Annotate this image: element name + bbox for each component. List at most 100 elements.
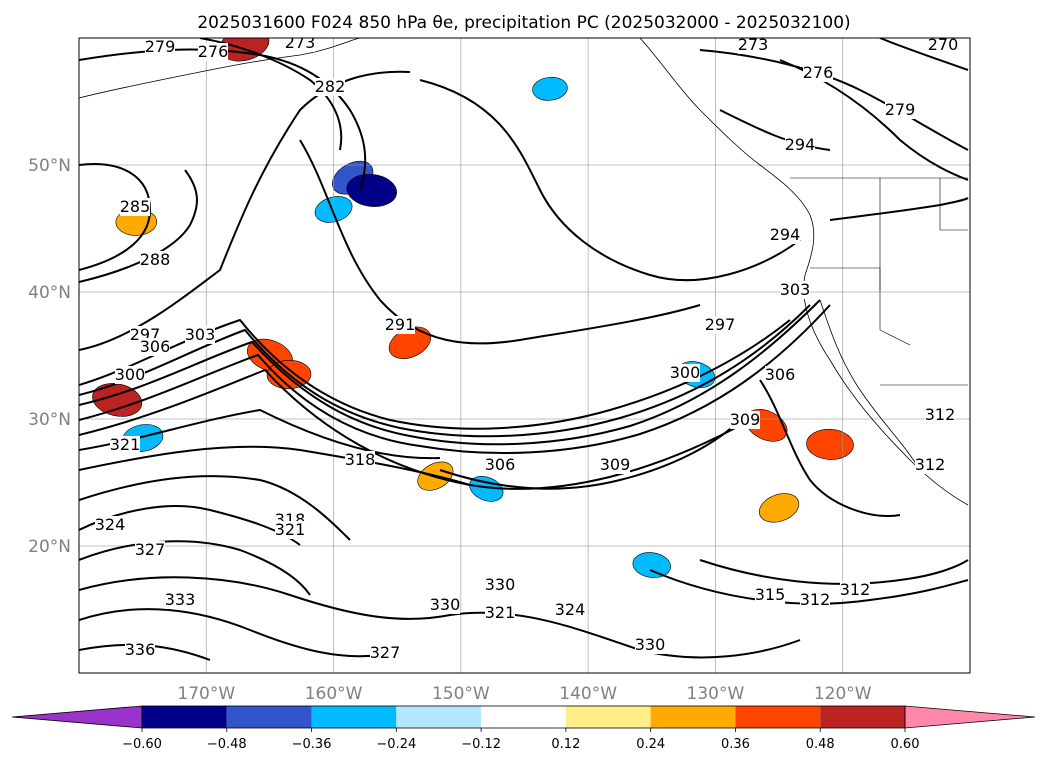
contour-label-bg <box>555 601 585 619</box>
contour-label: 309 <box>730 410 761 429</box>
contour-333 <box>79 608 381 658</box>
contour-label: 276 <box>803 63 834 82</box>
precip-cell <box>92 383 143 417</box>
contour-label: 312 <box>915 455 946 474</box>
lon-label: 150°W <box>432 684 490 704</box>
contour-label: 303 <box>780 280 811 299</box>
colorbar-tick-label: 0.24 <box>636 737 665 752</box>
contour-label: 321 <box>110 435 141 454</box>
contour-label-bg <box>110 436 140 454</box>
colorbar-frame <box>141 705 906 729</box>
contour-297 <box>79 70 411 351</box>
colorbar-tick-label: −0.36 <box>292 737 332 752</box>
contour-label-bg <box>780 281 810 299</box>
contour-label-bg <box>140 338 170 356</box>
contour-label: 330 <box>430 595 461 614</box>
contour-label-bg <box>165 591 195 609</box>
coastlines <box>79 38 969 506</box>
contour-label-bg <box>95 516 125 534</box>
contour-label-bg <box>785 136 815 154</box>
contour-327 <box>79 540 311 596</box>
contour-label: 330 <box>485 575 516 594</box>
contour-label: 300 <box>115 365 146 384</box>
colorbar-tick-label: −0.48 <box>207 737 247 752</box>
contour-label: 288 <box>140 250 171 269</box>
contour-label: 282 <box>315 77 346 96</box>
contour-label: 327 <box>370 643 401 662</box>
colorbar-tick-label: −0.24 <box>376 737 416 752</box>
contour-291 <box>299 139 701 345</box>
contour-label: 279 <box>145 37 176 56</box>
contour-303 <box>79 304 811 438</box>
contour-label-bg <box>765 366 795 384</box>
contour-label: 327 <box>135 540 166 559</box>
contour-label: 333 <box>165 590 196 609</box>
contour-273 <box>699 49 969 151</box>
contour-label-bg <box>285 38 315 52</box>
precip-cell <box>469 476 504 502</box>
lon-label: 130°W <box>687 684 745 704</box>
colorbar <box>11 705 1036 729</box>
contour-label: 300 <box>670 363 701 382</box>
contour-306 <box>79 299 821 446</box>
contour-label: 324 <box>555 600 586 619</box>
contour-label-bg <box>928 38 958 54</box>
contour-label: 315 <box>755 585 786 604</box>
colorbar-tick-label: 0.12 <box>551 737 580 752</box>
lat-label: 40°N <box>28 283 71 303</box>
contour-label-bg <box>198 43 228 61</box>
contour-label-bg <box>670 364 700 382</box>
colorbar-segment <box>142 706 227 728</box>
contour-label: 321 <box>275 520 306 539</box>
contour-312-b <box>699 559 969 585</box>
contour-label-bg <box>803 64 833 82</box>
colorbar-segment <box>311 706 397 728</box>
contour-270 <box>879 38 969 71</box>
contour-309 <box>79 304 831 455</box>
contour-label: 306 <box>765 365 796 384</box>
colorbar-segment <box>650 706 736 728</box>
contour-labels: 279 276 273 273 270 276 279 282 285 288 291 294 294 2… <box>95 33 958 662</box>
contour-label: 312 <box>800 590 831 609</box>
map-frame <box>78 37 971 674</box>
colorbar-segment <box>820 706 905 728</box>
lat-label: 20°N <box>28 537 71 557</box>
border-canada <box>939 178 968 231</box>
contour-label-bg <box>485 604 515 622</box>
colorbar-tick-label: −0.12 <box>461 737 501 752</box>
contour-label-bg <box>120 198 150 216</box>
colorbar-segment <box>481 706 566 728</box>
contour-label: 306 <box>485 455 516 474</box>
contour-label-bg <box>140 251 170 269</box>
contour-label: 273 <box>738 35 769 54</box>
contour-label: 303 <box>185 325 216 344</box>
contour-label-bg <box>345 451 375 469</box>
contour-label-bg <box>755 586 785 604</box>
contour-label: 276 <box>198 42 229 61</box>
contour-label-bg <box>125 641 155 659</box>
contour-label: 336 <box>125 640 156 659</box>
contour-label: 291 <box>385 315 416 334</box>
contour-288 <box>79 169 198 283</box>
contour-label-bg <box>770 226 800 244</box>
contour-label-bg <box>600 456 630 474</box>
contour-label-bg <box>800 591 830 609</box>
contour-label-bg <box>185 326 215 344</box>
contour-label-bg <box>145 38 175 56</box>
colorbar-segment <box>226 706 312 728</box>
latitude-labels: 50°N 40°N 30°N 20°N <box>28 156 71 557</box>
lon-label: 160°W <box>305 684 363 704</box>
precip-cell <box>758 493 800 523</box>
contour-label-bg <box>135 541 165 559</box>
colorbar-tick-label: 0.60 <box>891 737 920 752</box>
contour-label-bg <box>925 406 955 424</box>
contour-label: 312 <box>840 580 871 599</box>
border-nv <box>879 268 911 346</box>
colorbar-tick-label: 0.48 <box>806 737 835 752</box>
colorbar-segment <box>565 706 651 728</box>
state-borders <box>790 177 968 386</box>
contour-label-bg <box>370 644 400 662</box>
contour-label: 273 <box>285 33 316 52</box>
contour-label-bg <box>885 101 915 119</box>
